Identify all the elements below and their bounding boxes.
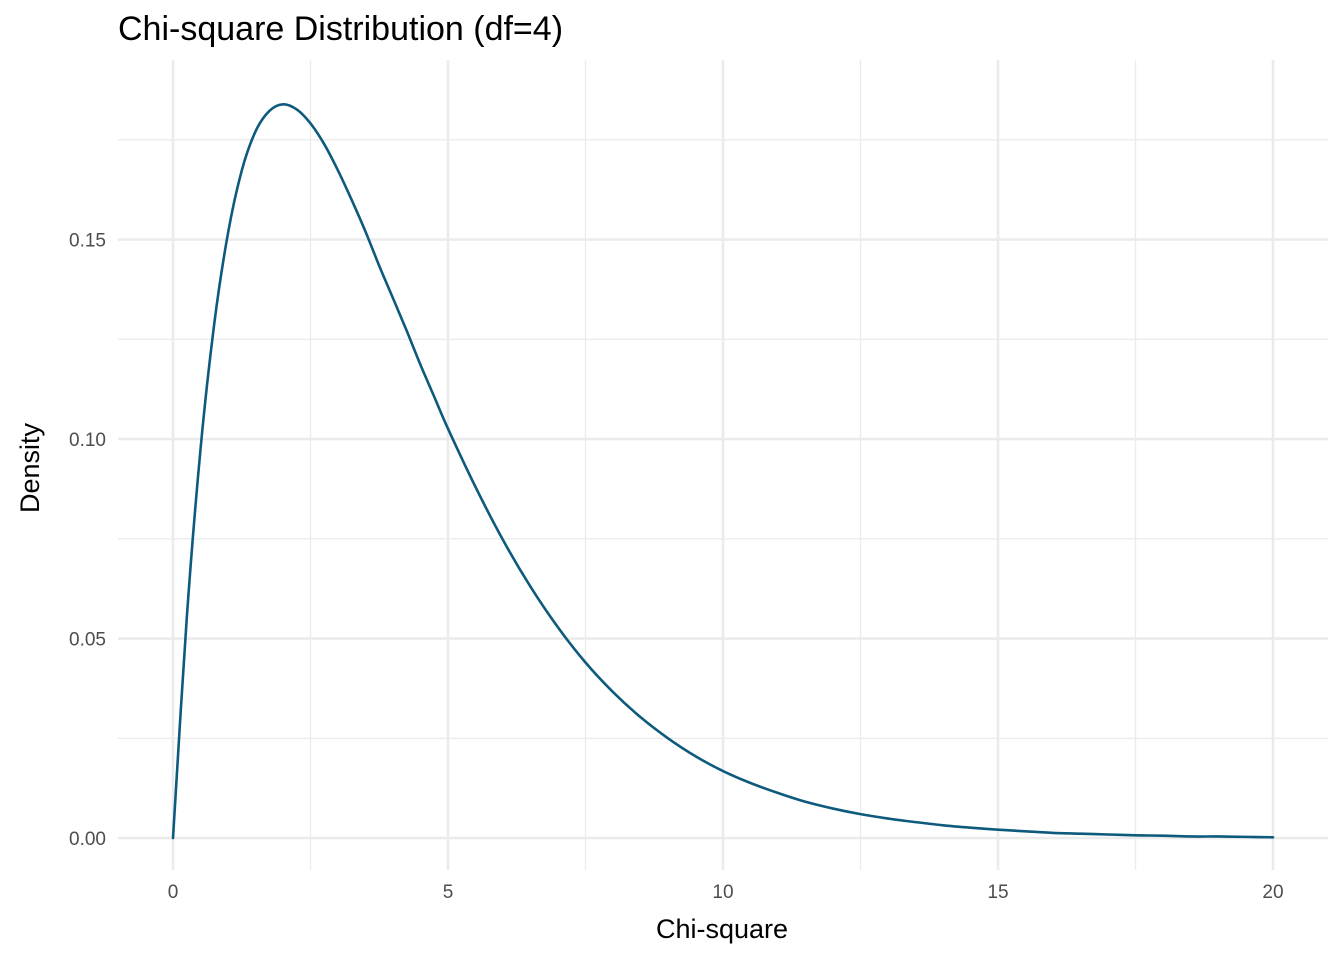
x-tick-label: 0 [168, 882, 179, 903]
y-tick-labels: 0.00 0.05 0.10 0.15 [69, 231, 106, 851]
y-tick-label: 0.15 [69, 231, 106, 252]
x-tick-label: 20 [1262, 882, 1283, 903]
x-tick-labels: 0 5 10 15 20 [168, 882, 1284, 903]
chart-title: Chi-square Distribution (df=4) [118, 10, 564, 48]
y-axis-title: Density [15, 422, 45, 513]
y-tick-label: 0.10 [69, 430, 106, 451]
x-tick-label: 15 [987, 882, 1008, 903]
grid-major [118, 60, 1328, 870]
x-tick-label: 5 [443, 882, 454, 903]
y-tick-label: 0.00 [69, 829, 106, 850]
x-axis-title: Chi-square [656, 914, 788, 944]
density-line [171, 102, 1275, 840]
y-tick-label: 0.05 [69, 630, 106, 651]
x-tick-label: 10 [712, 882, 733, 903]
